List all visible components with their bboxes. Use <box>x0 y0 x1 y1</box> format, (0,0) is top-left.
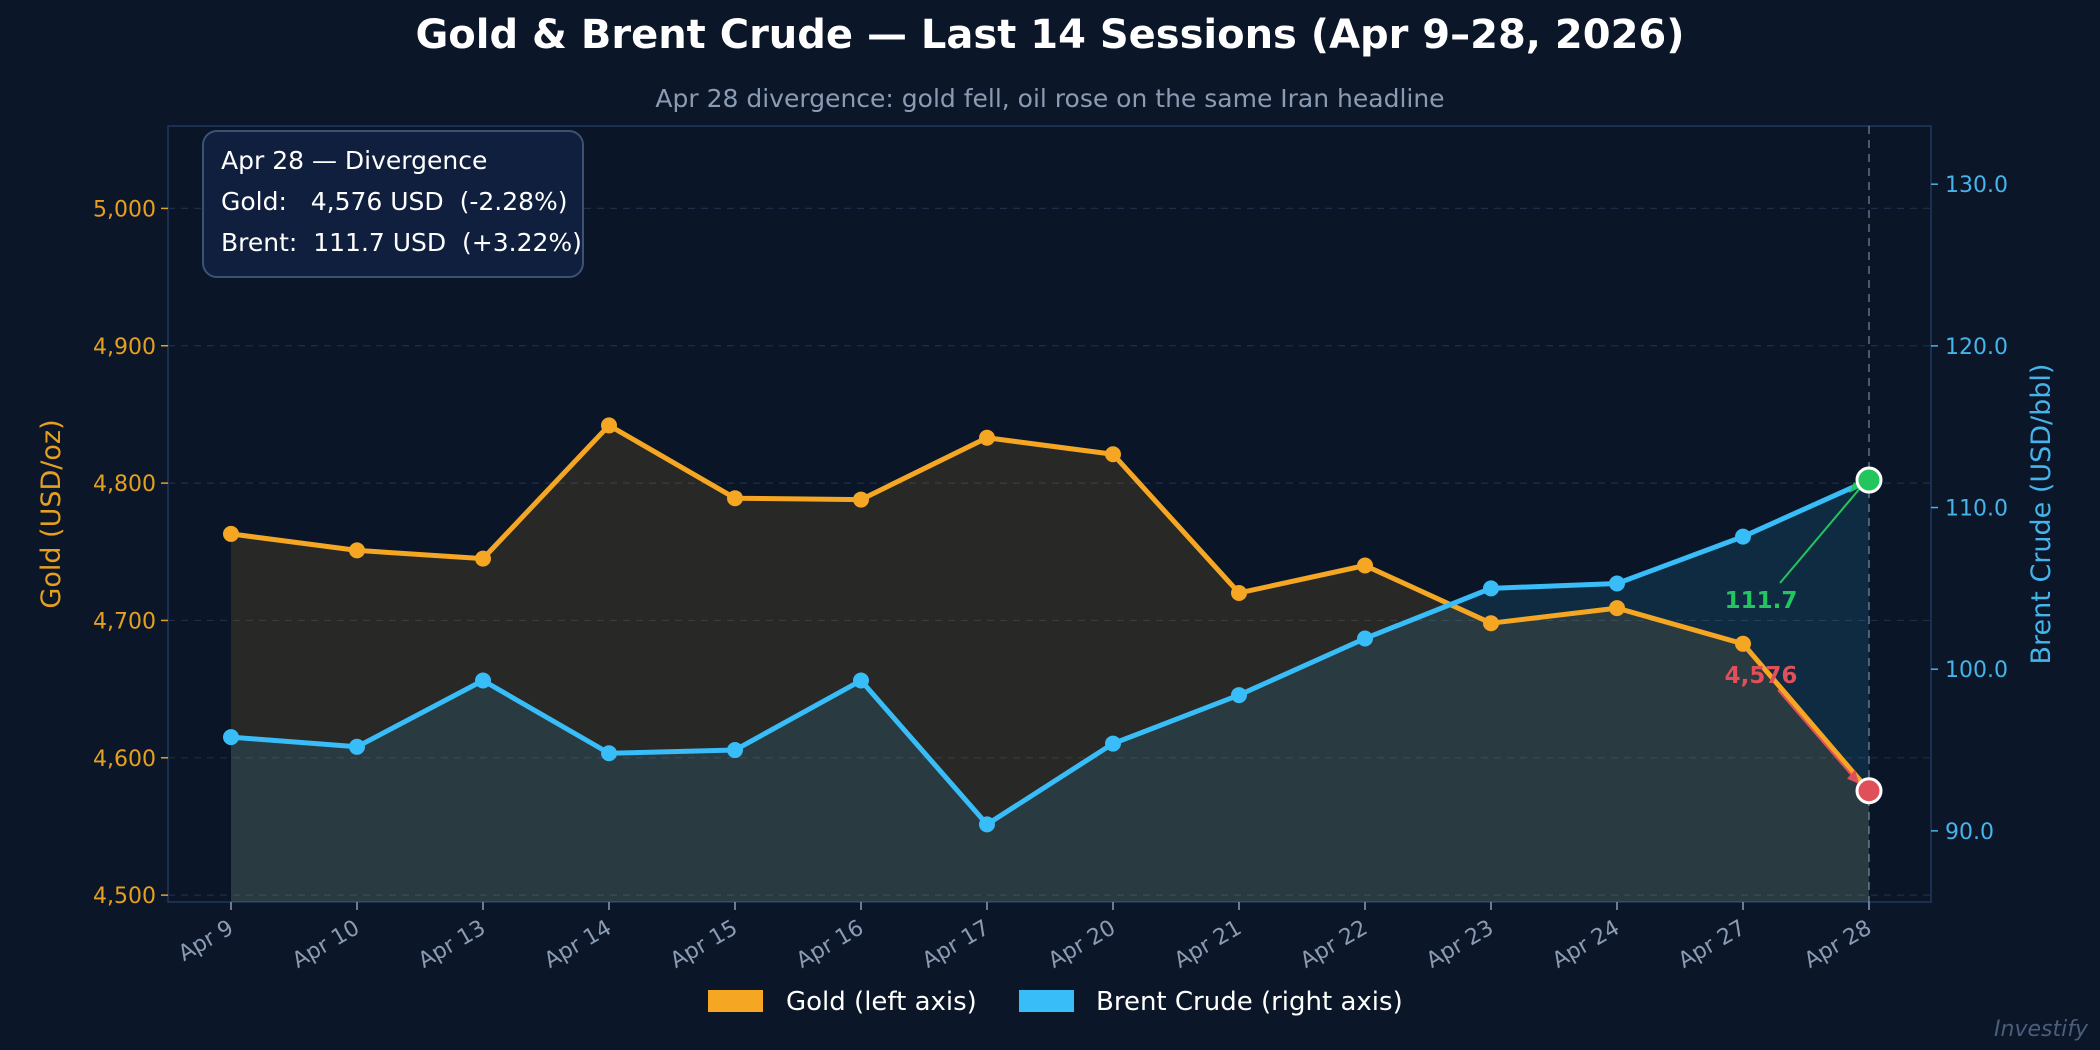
info-box: Apr 28 — Divergence Gold: 4,576 USD (-2.… <box>202 130 584 278</box>
gold-point <box>1231 584 1247 601</box>
gold-annotation-arrowhead <box>1847 769 1859 784</box>
x-tick-label: Apr 14 <box>540 916 616 974</box>
x-tick-label: Apr 21 <box>1170 916 1246 974</box>
brent-point <box>223 729 239 746</box>
annotation-layer: 111.7 4,576 <box>1725 466 1883 805</box>
gold-point <box>349 542 365 559</box>
legend-swatch-brent <box>1019 990 1074 1012</box>
gold-highlight-point <box>1855 777 1883 805</box>
brent-point <box>979 816 995 833</box>
gold-point <box>979 429 995 446</box>
gold-point <box>601 417 617 434</box>
y-axis-left-label: Gold (USD/oz) <box>36 419 67 608</box>
y-right-tick-label: 110.0 <box>1945 497 2008 522</box>
brent-point <box>1609 575 1625 592</box>
brent-point <box>1231 687 1247 704</box>
legend-label-gold: Gold (left axis) <box>786 987 977 1017</box>
brent-point <box>1105 735 1121 752</box>
grid-layer <box>168 207 1931 896</box>
brent-annotation-label: 111.7 <box>1725 588 1798 614</box>
axis-left: 4,500 4,600 4,700 4,800 4,900 5,000 <box>93 197 168 909</box>
y-left-tick-label: 4,800 <box>93 472 156 497</box>
brent-area-fill <box>231 480 1869 902</box>
legend-swatch-gold <box>708 990 763 1012</box>
brent-annotation-arrow <box>1779 486 1862 584</box>
gold-point <box>1609 600 1625 617</box>
brent-point <box>601 745 617 762</box>
y-left-tick-label: 4,900 <box>93 335 156 360</box>
x-tick-label: Apr 20 <box>1044 916 1120 974</box>
gold-point <box>1357 557 1373 574</box>
x-tick-label: Apr 15 <box>666 916 742 974</box>
watermark: Investify <box>1994 1017 2089 1042</box>
gold-point <box>223 525 239 542</box>
x-tick-label: Apr 9 <box>174 916 238 967</box>
brent-point <box>727 742 743 759</box>
y-left-tick-label: 4,700 <box>93 609 156 634</box>
gold-line <box>230 422 1871 793</box>
brent-annotation-arrowhead <box>1849 482 1861 494</box>
gold-point <box>1735 635 1751 652</box>
y-right-tick-label: 120.0 <box>1945 335 2008 360</box>
brent-point <box>1357 630 1373 647</box>
x-tick-label: Apr 23 <box>1422 916 1498 974</box>
x-tick-label: Apr 13 <box>414 916 490 974</box>
gold-point <box>1483 615 1499 632</box>
series-layer <box>223 417 1871 833</box>
brent-point <box>853 672 869 689</box>
x-tick-label: Apr 10 <box>288 916 364 974</box>
info-box-brent: Brent: 111.7 USD (+3.22%) <box>221 228 582 257</box>
chart-subtitle: Apr 28 divergence: gold fell, oil rose o… <box>655 84 1444 113</box>
brent-point <box>1483 580 1499 597</box>
x-tick-label: Apr 28 <box>1800 916 1876 974</box>
gold-point <box>475 550 491 567</box>
brent-highlight-point <box>1855 466 1883 494</box>
x-tick-label: Apr 16 <box>792 916 868 974</box>
axis-right: 90.0 100.0 110.0 120.0 130.0 <box>1931 173 2008 845</box>
y-right-tick-label: 100.0 <box>1945 658 2008 683</box>
chart-title: Gold & Brent Crude — Last 14 Sessions (A… <box>415 12 1684 58</box>
gold-point <box>727 490 743 507</box>
brent-point <box>1735 528 1751 545</box>
gold-point <box>1105 446 1121 463</box>
brent-point <box>475 672 491 689</box>
gold-annotation-arrow <box>1777 689 1860 785</box>
y-left-tick-label: 4,600 <box>93 747 156 772</box>
brent-line <box>230 477 1871 827</box>
gold-point <box>853 491 869 508</box>
brent-point <box>349 738 365 755</box>
axis-x: Apr 9 Apr 10 Apr 13 Apr 14 Apr 15 Apr 16 Apr 1… <box>174 902 1876 974</box>
x-tick-label: Apr 22 <box>1296 916 1372 974</box>
x-tick-label: Apr 24 <box>1548 916 1624 974</box>
legend: Gold (left axis) Brent Crude (right axis… <box>708 987 1403 1017</box>
legend-label-brent: Brent Crude (right axis) <box>1096 987 1403 1017</box>
info-box-gold: Gold: 4,576 USD (-2.28%) <box>221 187 568 216</box>
fill-layer <box>231 425 1869 902</box>
x-tick-label: Apr 17 <box>918 916 994 974</box>
y-axis-right-label: Brent Crude (USD/bbl) <box>2026 364 2057 665</box>
info-box-title: Apr 28 — Divergence <box>221 146 487 175</box>
x-tick-label: Apr 27 <box>1674 916 1750 974</box>
gold-annotation-label: 4,576 <box>1725 663 1798 689</box>
y-right-tick-label: 90.0 <box>1945 820 1994 845</box>
y-left-tick-label: 4,500 <box>93 884 156 909</box>
y-left-tick-label: 5,000 <box>93 197 156 222</box>
gold-area-fill <box>231 425 1869 902</box>
y-right-tick-label: 130.0 <box>1945 173 2008 198</box>
